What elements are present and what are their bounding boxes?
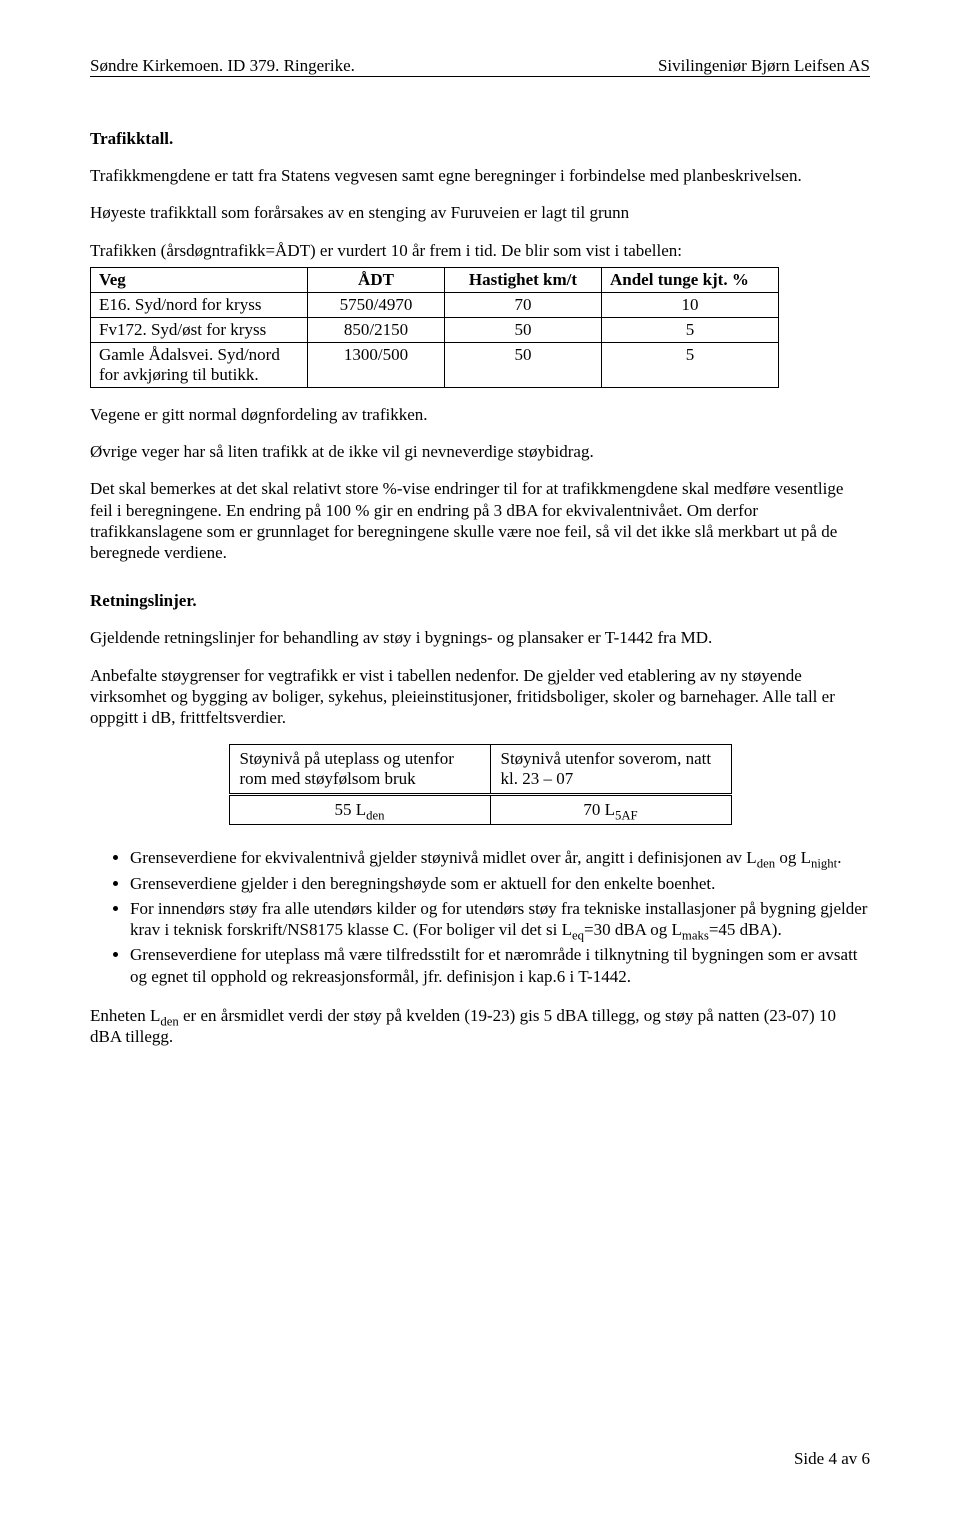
bullet-text: =45 dBA). bbox=[709, 920, 782, 939]
document-page: Søndre Kirkemoen. ID 379. Ringerike. Siv… bbox=[0, 0, 960, 1517]
table-cell: 55 Lden bbox=[229, 795, 490, 825]
section-title-retningslinjer: Retningslinjer. bbox=[90, 591, 870, 611]
table-cell: 5750/4970 bbox=[308, 292, 445, 317]
table-cell: 70 L5AF bbox=[490, 795, 731, 825]
table-header-row: Veg ÅDT Hastighet km/t Andel tunge kjt. … bbox=[91, 267, 779, 292]
header-right: Sivilingeniør Bjørn Leifsen AS bbox=[658, 56, 870, 76]
paragraph: Anbefalte støygrenser for vegtrafikk er … bbox=[90, 665, 870, 729]
value-text: 70 L bbox=[583, 800, 615, 819]
bullet-text: =30 dBA og L bbox=[584, 920, 682, 939]
table-header: ÅDT bbox=[308, 267, 445, 292]
paragraph: Trafikken (årsdøgntrafikk=ÅDT) er vurder… bbox=[90, 240, 870, 261]
paragraph: Trafikkmengdene er tatt fra Statens vegv… bbox=[90, 165, 870, 186]
closing-text: er en årsmidlet verdi der støy på kvelde… bbox=[90, 1006, 836, 1046]
table-row: 55 Lden 70 L5AF bbox=[229, 795, 731, 825]
list-item: Grenseverdiene for ekvivalentnivå gjelde… bbox=[130, 847, 870, 868]
table-cell: 70 bbox=[445, 292, 602, 317]
paragraph: Øvrige veger har så liten trafikk at de … bbox=[90, 441, 870, 462]
paragraph: Enheten Lden er en årsmidlet verdi der s… bbox=[90, 1005, 870, 1048]
subscript: den bbox=[366, 809, 384, 823]
bullet-text: . bbox=[837, 848, 841, 867]
table-row: Gamle Ådalsvei. Syd/nord for avkjøring t… bbox=[91, 342, 779, 387]
table-cell: 1300/500 bbox=[308, 342, 445, 387]
paragraph: Det skal bemerkes at det skal relativt s… bbox=[90, 478, 870, 563]
table-row: E16. Syd/nord for kryss 5750/4970 70 10 bbox=[91, 292, 779, 317]
paragraph: Vegene er gitt normal døgnfordeling av t… bbox=[90, 404, 870, 425]
subscript: 5AF bbox=[615, 809, 638, 823]
table-cell: Fv172. Syd/øst for kryss bbox=[91, 317, 308, 342]
table-header-row: Støynivå på uteplass og utenfor rom med … bbox=[229, 745, 731, 795]
page-footer: Side 4 av 6 bbox=[794, 1449, 870, 1469]
header-left: Søndre Kirkemoen. ID 379. Ringerike. bbox=[90, 56, 355, 76]
traffic-table: Veg ÅDT Hastighet km/t Andel tunge kjt. … bbox=[90, 267, 779, 388]
table-header: Veg bbox=[91, 267, 308, 292]
list-item: Grenseverdiene for uteplass må være tilf… bbox=[130, 944, 870, 987]
table-header: Andel tunge kjt. % bbox=[602, 267, 779, 292]
table-header: Hastighet km/t bbox=[445, 267, 602, 292]
subscript: night bbox=[811, 857, 837, 871]
list-item: For innendørs støy fra alle utendørs kil… bbox=[130, 898, 870, 941]
section-title-trafikktall: Trafikktall. bbox=[90, 129, 870, 149]
table-header: Støynivå utenfor soverom, natt kl. 23 – … bbox=[490, 745, 731, 795]
page-header: Søndre Kirkemoen. ID 379. Ringerike. Siv… bbox=[90, 56, 870, 77]
bullet-list: Grenseverdiene for ekvivalentnivå gjelde… bbox=[90, 847, 870, 987]
value-text: 55 L bbox=[334, 800, 366, 819]
table-cell: 50 bbox=[445, 317, 602, 342]
table-cell: E16. Syd/nord for kryss bbox=[91, 292, 308, 317]
guidelines-table: Støynivå på uteplass og utenfor rom med … bbox=[229, 744, 732, 825]
subscript: eq bbox=[572, 928, 584, 942]
closing-text: Enheten L bbox=[90, 1006, 160, 1025]
table-header: Støynivå på uteplass og utenfor rom med … bbox=[229, 745, 490, 795]
paragraph: Gjeldende retningslinjer for behandling … bbox=[90, 627, 870, 648]
paragraph: Høyeste trafikktall som forårsakes av en… bbox=[90, 202, 870, 223]
subscript: den bbox=[757, 857, 775, 871]
bullet-text: og L bbox=[775, 848, 811, 867]
table-cell: 5 bbox=[602, 317, 779, 342]
table-cell: 50 bbox=[445, 342, 602, 387]
table-cell: 850/2150 bbox=[308, 317, 445, 342]
table-row: Fv172. Syd/øst for kryss 850/2150 50 5 bbox=[91, 317, 779, 342]
table-cell: Gamle Ådalsvei. Syd/nord for avkjøring t… bbox=[91, 342, 308, 387]
table-cell: 10 bbox=[602, 292, 779, 317]
table-cell: 5 bbox=[602, 342, 779, 387]
subscript: maks bbox=[682, 928, 709, 942]
bullet-text: Grenseverdiene for ekvivalentnivå gjelde… bbox=[130, 848, 757, 867]
list-item: Grenseverdiene gjelder i den beregningsh… bbox=[130, 873, 870, 894]
